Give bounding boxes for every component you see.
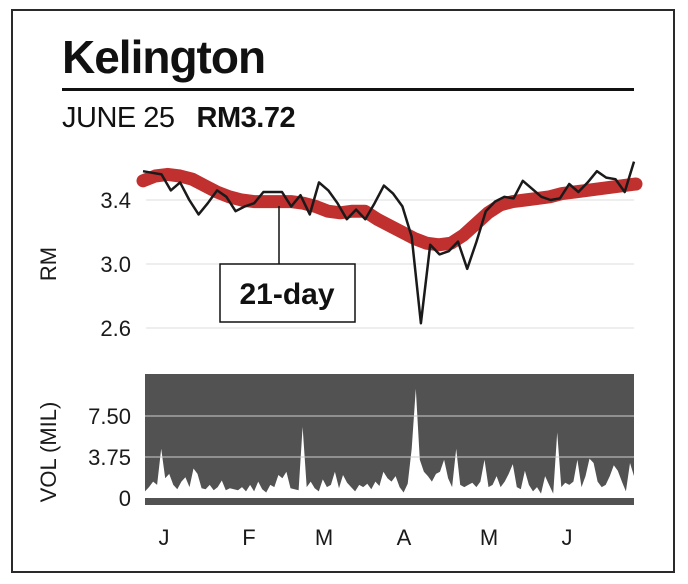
volume-y-tick-label: 0 — [119, 486, 131, 511]
volume-y-tick-label: 7.50 — [88, 404, 131, 429]
price-y-ticks: 2.6 3.0 3.4 — [100, 188, 131, 341]
annotation-callout: 21-day — [219, 206, 356, 323]
volume-y-tick-label: 3.75 — [88, 445, 131, 470]
volume-y-ticks: 0 3.75 7.50 — [88, 404, 131, 511]
month-tick-label: F — [242, 525, 255, 550]
price-line — [142, 161, 636, 325]
volume-baseline — [145, 498, 634, 505]
volume-area — [145, 388, 634, 498]
price-y-tick-label: 3.4 — [100, 188, 131, 213]
month-tick-label: M — [315, 525, 333, 550]
volume-y-axis-label: VOL (MIL) — [36, 402, 61, 503]
month-tick-label: J — [562, 525, 573, 550]
price-y-tick-label: 2.6 — [100, 316, 131, 341]
volume-gridlines — [145, 415, 634, 458]
title-divider — [62, 88, 634, 91]
month-tick-label: J — [159, 525, 170, 550]
subtitle: JUNE 25 RM3.72 — [62, 102, 296, 135]
date-label: JUNE 25 — [62, 102, 175, 134]
price-y-axis-label: RM — [36, 247, 61, 281]
callout-box — [219, 263, 356, 323]
month-tick-label: M — [480, 525, 498, 550]
month-tick-label: A — [397, 525, 412, 550]
price-y-tick-label: 3.0 — [100, 252, 131, 277]
page-title: Kelington — [62, 31, 266, 83]
price-label: RM3.72 — [196, 102, 296, 134]
moving-average-line — [136, 167, 643, 252]
callout-label: 21-day — [239, 278, 334, 311]
volume-panel-background — [145, 374, 634, 498]
